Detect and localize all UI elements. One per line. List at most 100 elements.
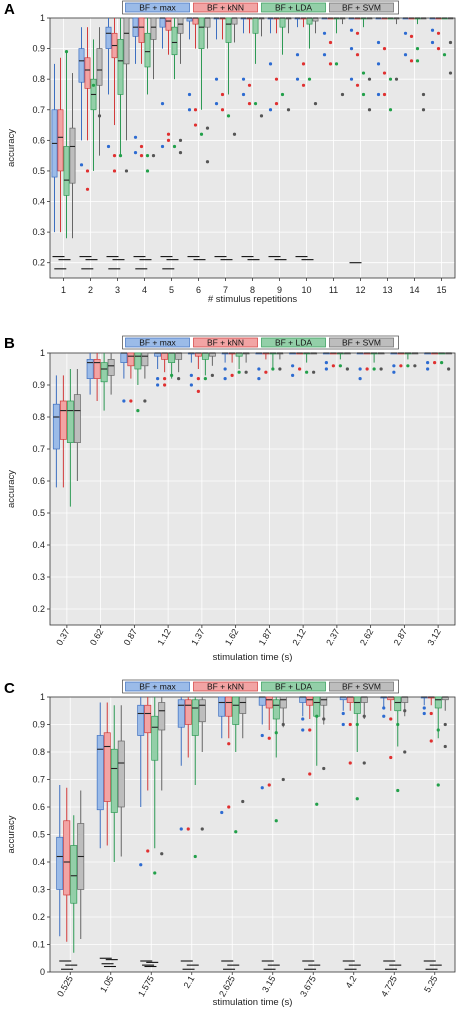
legend-label: BF + max (139, 338, 176, 348)
outlier-point (436, 783, 440, 787)
outlier-point (443, 744, 447, 749)
box (252, 17, 259, 34)
outlier-point (301, 62, 306, 66)
x-tick-label: 9 (277, 285, 282, 295)
legend-swatch (329, 337, 394, 348)
outlier-point (230, 373, 234, 377)
outlier-point (210, 373, 214, 377)
outlier-point (227, 805, 231, 809)
y-tick-label: 0.6 (32, 802, 45, 812)
outlier-point (214, 77, 219, 81)
box (265, 696, 273, 709)
outlier-point (281, 722, 285, 727)
outlier-point (291, 364, 295, 368)
outlier-point (389, 717, 393, 721)
legend: BF + max BF + kNN BF + LDA BF + SVM (122, 679, 399, 694)
box (96, 735, 104, 811)
x-tick-label: 12 (355, 285, 365, 295)
outlier-point (394, 77, 399, 81)
legend-label: BF + SVM (342, 338, 381, 348)
x-tick-label: 0.62 (88, 627, 105, 647)
x-tick-label: 7 (223, 285, 228, 295)
outlier-point (334, 62, 339, 66)
outlier-point (324, 361, 328, 365)
outlier-point (97, 114, 102, 118)
legend-label: BF + LDA (275, 338, 312, 348)
y-tick-label: 0.2 (32, 258, 45, 268)
legend-label: BF + SVM (342, 682, 381, 692)
y-tick-label: 0.6 (32, 135, 45, 145)
legend-swatch (261, 337, 326, 348)
outlier-point (193, 108, 198, 112)
outlier-point (322, 766, 326, 771)
outlier-point (376, 40, 381, 45)
outlier-point (436, 46, 441, 51)
outlier-point (376, 92, 381, 97)
box (158, 702, 166, 731)
box (150, 17, 157, 40)
box (192, 17, 199, 25)
outlier-point (448, 40, 453, 45)
outlier-point (349, 28, 354, 32)
box (168, 352, 176, 363)
outlier-point (136, 409, 140, 413)
outlier-point (341, 711, 345, 716)
outlier-point (268, 108, 273, 112)
outlier-point (308, 728, 312, 732)
outlier-point (322, 31, 327, 35)
outlier-point (340, 92, 345, 97)
legend-label: BF + kNN (207, 3, 244, 13)
box (93, 359, 101, 379)
outlier-point (85, 169, 90, 173)
outlier-point (118, 154, 123, 158)
outlier-point (422, 711, 426, 716)
box (177, 17, 184, 34)
outlier-point (382, 706, 386, 710)
y-tick-label: 0.7 (32, 105, 45, 115)
outlier-point (421, 92, 426, 97)
outlier-point (341, 722, 345, 727)
outlier-point (247, 102, 252, 106)
box (144, 32, 151, 68)
outlier-point (358, 367, 362, 371)
outlier-point (199, 132, 204, 136)
box (56, 836, 64, 890)
x-tick-label: 1.37 (189, 627, 206, 647)
outlier-point (426, 367, 430, 371)
box (198, 699, 206, 723)
outlier-point (430, 28, 435, 32)
box (144, 704, 152, 734)
box (161, 352, 169, 360)
outlier-point (421, 108, 426, 112)
x-tick-label: 0.37 (54, 627, 71, 647)
y-tick-label: 0.4 (32, 857, 45, 867)
y-tick-label: 0.4 (32, 197, 45, 207)
outlier-point (247, 83, 252, 87)
y-tick-label: 0.4 (32, 540, 45, 550)
box (66, 400, 74, 443)
outlier-point (220, 810, 224, 815)
outlier-point (348, 722, 352, 727)
x-tick-label: 2.87 (392, 627, 409, 647)
x-tick-label: 13 (382, 285, 392, 295)
x-tick-label: 2 (88, 285, 93, 295)
outlier-point (64, 50, 69, 54)
outlier-point (145, 154, 150, 158)
x-tick-label: 1.87 (257, 627, 274, 647)
outlier-point (133, 135, 138, 139)
box (258, 696, 266, 706)
legend-swatch (329, 681, 394, 692)
outlier-point (178, 138, 183, 142)
outlier-point (156, 383, 160, 387)
y-axis-title: accuracy (6, 129, 17, 167)
outlier-point (403, 750, 407, 754)
outlier-point (260, 733, 264, 738)
outlier-point (196, 389, 200, 393)
plot-background (50, 353, 455, 625)
box (107, 359, 115, 376)
outlier-point (447, 367, 451, 371)
box (306, 17, 313, 25)
legend-swatch (193, 2, 258, 13)
legend-label: BF + max (139, 682, 176, 692)
x-tick-label: 1.62 (223, 627, 240, 647)
